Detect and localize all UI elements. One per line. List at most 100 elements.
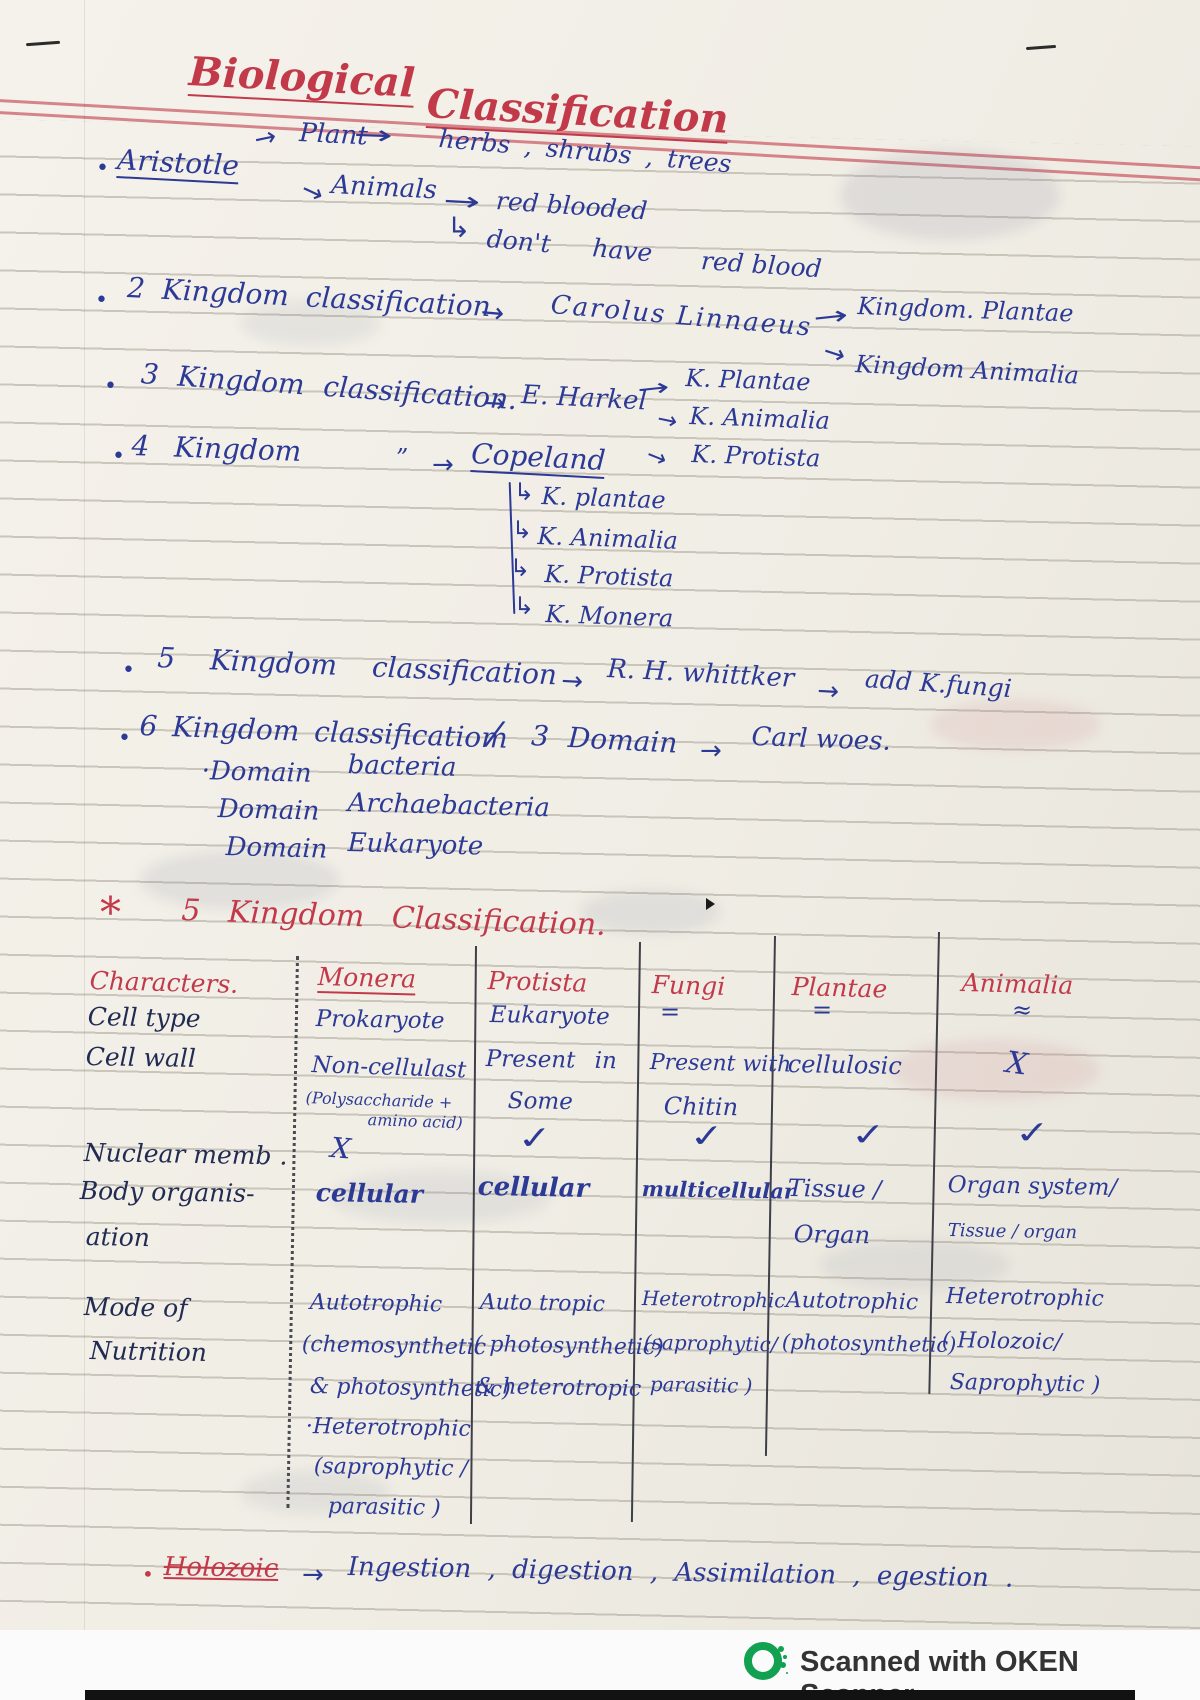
domain-eukaryote: Eukaryote	[347, 828, 484, 862]
body-org-plantae-2: Organ	[793, 1220, 871, 1250]
nutrition-fungi-line: Heterotrophic	[641, 1286, 786, 1313]
bullet: •	[112, 444, 125, 469]
arrow-icon: →	[635, 372, 671, 404]
row-label-nutrition: Mode of	[83, 1292, 188, 1323]
k-monera-label: K. Monera	[545, 600, 674, 633]
ink-bleed-mark	[890, 1040, 1100, 1100]
branch-arrow-icon: ↳	[510, 554, 531, 582]
nutrition-protista-line: & heterotropic	[475, 1374, 642, 1402]
page-crease	[84, 0, 85, 1632]
ink-bleed-mark	[930, 700, 1100, 750]
arrow-icon: →	[700, 736, 722, 766]
nutrition-fungi-line: (saprophytic/	[643, 1330, 778, 1357]
nuclear-protista-check: ✓	[515, 1119, 555, 1158]
animals-label: Animals	[330, 170, 438, 206]
kingdom-animalia-label: Kingdom Animalia	[854, 350, 1080, 390]
scanner-footer: Scanned with OKEN Scanner	[0, 1630, 1200, 1700]
k-plantae-label: K. plantae	[541, 482, 667, 515]
page-title-word-1: Biological	[187, 48, 417, 108]
cell-wall-fungi-detail: Chitin	[663, 1092, 739, 1122]
two-kingdom-label: 2 Kingdom classification	[126, 271, 492, 324]
bullet: •	[96, 156, 109, 181]
row-label-nutrition-2: Nutrition	[89, 1336, 208, 1368]
ruled-lines	[0, 118, 1200, 1689]
row-label-body-organisation: Body organis-	[79, 1176, 255, 1209]
arrow-icon: →	[654, 404, 681, 436]
bullet: •	[95, 288, 108, 313]
arrow-icon: →	[479, 295, 506, 330]
bullet: •	[118, 726, 131, 751]
row-label-nuclear-membrane: Nuclear memb .	[83, 1138, 288, 1171]
nutrition-monera-line: Autotrophic	[309, 1290, 443, 1318]
nutrition-protista-line: ( photosynthetic)	[473, 1332, 664, 1361]
domain-word: Domain	[225, 832, 328, 865]
body-org-fungi: multicellular	[641, 1176, 796, 1204]
branch-arrow-icon: ↳	[512, 516, 533, 544]
cell-wall-monera: Non-cellulast	[311, 1052, 467, 1084]
domain-bacteria: bacteria	[347, 750, 457, 783]
col-header-plantae: Plantae	[791, 972, 888, 1004]
domain-archaebacteria: Archaebacteria	[347, 788, 551, 824]
red-blood-label: red blood	[700, 246, 823, 284]
star-mark: *	[100, 888, 121, 937]
nuclear-monera: X	[329, 1131, 353, 1166]
corner-pen-dash	[1025, 44, 1057, 51]
six-kingdom-scientist: Carl woes.	[751, 722, 892, 757]
three-kingdom-label: 3 Kingdom classification.	[139, 357, 519, 417]
corner-pen-dash	[25, 40, 61, 47]
five-kingdom-label: 5 Kingdom classification	[156, 641, 558, 692]
k-protista-label: K. Protista	[691, 440, 821, 473]
arrow-icon: →	[816, 676, 840, 708]
bullet: •	[104, 374, 117, 399]
nutrition-plantae-line: (photosynthetic)	[781, 1330, 957, 1358]
five-kingdom-scientist: R. H. whittker	[606, 654, 795, 694]
four-kingdom-label: 4 Kingdom	[130, 429, 302, 468]
cell-type-protista: Eukaryote	[489, 1002, 610, 1031]
k-animalia-label: K. Animalia	[689, 402, 831, 435]
cell-type-monera: Prokaryote	[315, 1006, 445, 1035]
arrow-icon: →	[353, 120, 394, 152]
col-header-fungi: Fungi	[651, 970, 726, 1001]
ditto-mark: ”	[396, 444, 409, 472]
six-kingdom-label: 6 Kingdom classificatiom	[138, 709, 509, 755]
table-column-rule	[928, 932, 940, 1394]
arrow-icon: →	[482, 388, 506, 420]
domain-word: Domain	[217, 794, 320, 827]
cell-type-fungi: =	[660, 998, 681, 1026]
holozoic-steps: Ingestion , digestion , Assimilation , e…	[347, 1552, 1014, 1594]
nutrition-animalia-line: ( Holozoic/	[941, 1328, 1062, 1356]
arrow-icon: →	[819, 336, 850, 372]
body-org-protista: cellular	[477, 1172, 590, 1204]
table-column-rule	[469, 946, 477, 1524]
nutrition-monera-line: parasitic )	[327, 1494, 441, 1521]
col-header-protista: Protista	[487, 966, 588, 998]
cell-wall-plantae: cellulosic	[787, 1050, 903, 1080]
nutrition-fungi-line: parasitic )	[649, 1372, 753, 1398]
cell-type-animalia: ≈	[1012, 996, 1033, 1024]
arrow-icon: →	[302, 1560, 324, 1590]
arrow-icon: →	[432, 450, 454, 480]
nutrition-monera-line: ·Heterotrophic	[305, 1414, 472, 1442]
bullet: •	[122, 658, 135, 683]
nuclear-plantae-check: ✓	[849, 1116, 888, 1154]
k-plantae-label: K. Plantae	[685, 364, 811, 397]
k-protista-label: K. Protista	[544, 560, 674, 593]
row-label-body-organisation-2: ation	[85, 1222, 151, 1253]
nutrition-protista-line: Auto tropic	[479, 1290, 606, 1318]
nuclear-fungi-check: ✓	[687, 1117, 727, 1156]
five-kingdom-note: add K.fungi	[864, 664, 1013, 704]
red-blooded-label: red blooded	[495, 186, 649, 226]
oken-scanner-logo-icon	[744, 1642, 784, 1680]
branch-arrow-icon: ↳	[514, 478, 535, 506]
arrow-icon: →	[560, 666, 584, 698]
nutrition-monera-line: (saprophytic /	[313, 1454, 469, 1482]
body-org-monera: cellular	[315, 1178, 424, 1209]
three-domain-label: 3 Domain	[530, 719, 679, 760]
nutrition-monera-line: (chemosynthetic	[301, 1332, 487, 1361]
row-label-cell-wall: Cell wall	[85, 1042, 197, 1073]
table-column-rule	[286, 956, 299, 1508]
cell-wall-animalia: X	[1003, 1045, 1030, 1083]
cell-wall-protista-detail: Some	[507, 1088, 574, 1116]
k-animalia-label: K. Animalia	[537, 522, 679, 555]
col-header-animalia: Animalia	[961, 968, 1074, 1000]
